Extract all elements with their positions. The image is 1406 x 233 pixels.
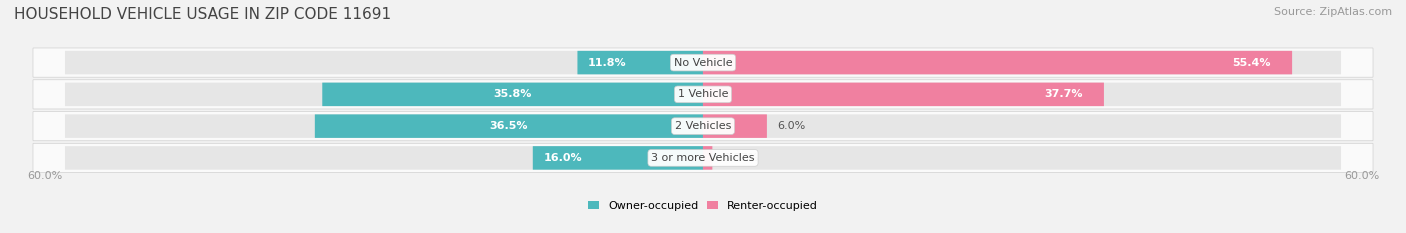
FancyBboxPatch shape: [703, 114, 766, 138]
Text: 3 or more Vehicles: 3 or more Vehicles: [651, 153, 755, 163]
FancyBboxPatch shape: [703, 51, 1341, 74]
Text: No Vehicle: No Vehicle: [673, 58, 733, 68]
FancyBboxPatch shape: [65, 114, 703, 138]
Text: 1 Vehicle: 1 Vehicle: [678, 89, 728, 99]
FancyBboxPatch shape: [703, 114, 1341, 138]
Text: 0.87%: 0.87%: [723, 153, 758, 163]
FancyBboxPatch shape: [703, 146, 713, 170]
FancyBboxPatch shape: [32, 80, 1374, 109]
Legend: Owner-occupied, Renter-occupied: Owner-occupied, Renter-occupied: [583, 196, 823, 215]
FancyBboxPatch shape: [32, 48, 1374, 77]
FancyBboxPatch shape: [533, 146, 703, 170]
FancyBboxPatch shape: [703, 83, 1341, 106]
FancyBboxPatch shape: [65, 51, 703, 74]
Text: Source: ZipAtlas.com: Source: ZipAtlas.com: [1274, 7, 1392, 17]
Text: 60.0%: 60.0%: [27, 171, 62, 181]
Text: 6.0%: 6.0%: [778, 121, 806, 131]
FancyBboxPatch shape: [703, 146, 1341, 170]
FancyBboxPatch shape: [65, 146, 703, 170]
FancyBboxPatch shape: [65, 83, 703, 106]
FancyBboxPatch shape: [315, 114, 703, 138]
Text: 37.7%: 37.7%: [1045, 89, 1083, 99]
Text: 36.5%: 36.5%: [489, 121, 529, 131]
Text: 60.0%: 60.0%: [1344, 171, 1379, 181]
FancyBboxPatch shape: [703, 51, 1292, 74]
FancyBboxPatch shape: [32, 112, 1374, 141]
FancyBboxPatch shape: [703, 83, 1104, 106]
Text: 35.8%: 35.8%: [494, 89, 531, 99]
FancyBboxPatch shape: [32, 143, 1374, 172]
Text: 2 Vehicles: 2 Vehicles: [675, 121, 731, 131]
Text: 11.8%: 11.8%: [588, 58, 627, 68]
FancyBboxPatch shape: [578, 51, 703, 74]
Text: HOUSEHOLD VEHICLE USAGE IN ZIP CODE 11691: HOUSEHOLD VEHICLE USAGE IN ZIP CODE 1169…: [14, 7, 391, 22]
FancyBboxPatch shape: [322, 83, 703, 106]
Text: 55.4%: 55.4%: [1232, 58, 1271, 68]
Text: 16.0%: 16.0%: [544, 153, 582, 163]
